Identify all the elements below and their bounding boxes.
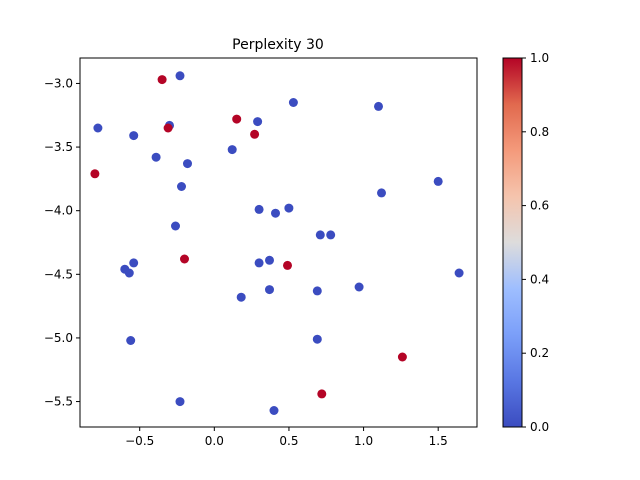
data-point-13 [227, 145, 237, 155]
data-point-20 [284, 203, 294, 213]
data-point-19 [271, 208, 280, 218]
x-tick-label: 1.0 [354, 434, 373, 448]
data-point-39 [317, 389, 327, 399]
colorbar-tick-label: 1.0 [530, 51, 549, 65]
x-tick-label: 1.5 [429, 434, 448, 448]
data-point-18 [254, 204, 264, 214]
data-point-5 [163, 123, 173, 133]
data-point-36 [126, 336, 136, 345]
x-tick-label: −0.5 [125, 434, 154, 448]
x-tick-label: 0.5 [279, 434, 298, 448]
data-point-14 [90, 169, 100, 179]
y-tick-label: −4.5 [44, 267, 73, 281]
y-tick-label: −5.0 [44, 331, 73, 345]
data-point-17 [433, 176, 443, 186]
y-axis: −5.5 −5.0 −4.5 −4.0 −3.5 −3.0 [44, 76, 80, 409]
colorbar-tick-label: 0.4 [530, 272, 549, 286]
y-tick-label: −5.5 [44, 395, 73, 409]
data-point-2 [93, 123, 103, 133]
colorbar-tick-label: 0.0 [530, 420, 549, 434]
data-points [90, 71, 464, 415]
data-point-21 [171, 221, 180, 231]
data-point-7 [253, 117, 263, 127]
data-point-16 [377, 188, 386, 198]
data-point-6 [232, 114, 242, 124]
data-point-11 [151, 152, 161, 162]
data-point-3 [129, 131, 139, 141]
y-tick-label: −4.0 [44, 204, 73, 218]
data-point-41 [269, 406, 279, 415]
chart-title: Perplexity 30 [232, 37, 324, 53]
data-point-33 [312, 286, 322, 296]
data-point-15 [177, 182, 186, 191]
data-point-22 [315, 230, 325, 240]
colorbar-tick-label: 0.6 [530, 199, 549, 213]
data-point-30 [283, 260, 292, 270]
data-point-23 [326, 230, 336, 240]
data-point-9 [288, 98, 298, 107]
colorbar-tick-label: 0.8 [530, 125, 549, 139]
data-point-37 [312, 334, 322, 344]
x-axis: −0.5 0.0 0.5 1.0 1.5 [125, 427, 448, 448]
y-tick-label: −3.0 [44, 76, 73, 90]
data-point-8 [250, 129, 260, 139]
data-point-40 [175, 397, 185, 407]
y-tick-label: −3.5 [44, 140, 73, 154]
data-point-25 [129, 258, 139, 268]
data-point-10 [374, 101, 383, 111]
x-tick-label: 0.0 [205, 434, 224, 448]
data-point-28 [254, 258, 264, 268]
data-point-38 [397, 352, 407, 362]
data-point-35 [236, 292, 246, 302]
data-point-27 [124, 268, 134, 278]
colorbar-axis: 0.0 0.2 0.4 0.6 0.8 1.0 [522, 51, 549, 434]
data-point-31 [454, 268, 464, 278]
data-point-1 [157, 75, 167, 85]
plot-frame [79, 57, 478, 428]
colorbar-tick-label: 0.2 [530, 346, 549, 360]
data-point-12 [183, 159, 192, 169]
data-point-34 [354, 282, 364, 292]
data-point-32 [265, 285, 274, 295]
colorbar [502, 57, 523, 428]
data-point-29 [265, 255, 274, 265]
data-point-24 [180, 254, 189, 264]
plot-area [80, 58, 477, 427]
data-point-0 [175, 71, 185, 81]
